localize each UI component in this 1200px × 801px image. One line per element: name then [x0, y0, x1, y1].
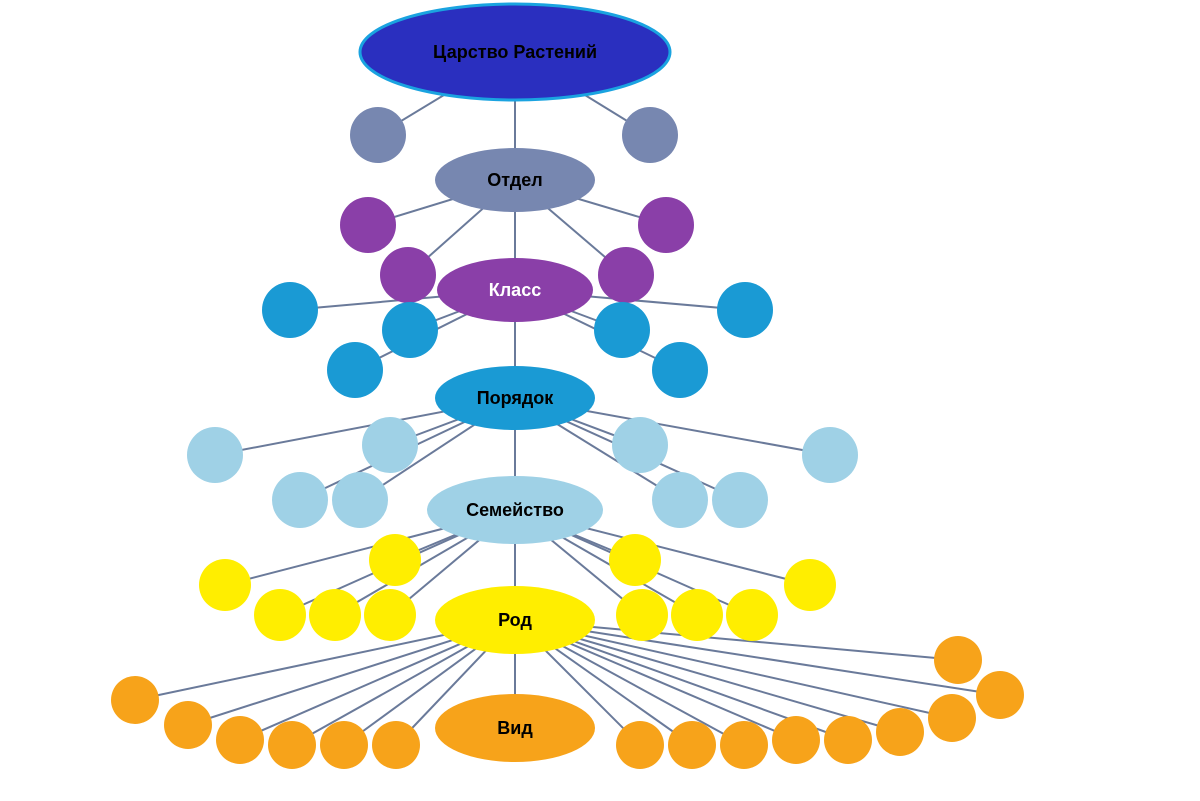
species-satellite [320, 721, 368, 769]
genus-satellite [616, 589, 668, 641]
genus-satellite [671, 589, 723, 641]
species-satellite [668, 721, 716, 769]
species-satellite [934, 636, 982, 684]
species-satellite [772, 716, 820, 764]
genus-satellite [199, 559, 251, 611]
class-satellite [380, 247, 436, 303]
genus-satellite [609, 534, 661, 586]
species-satellite [372, 721, 420, 769]
taxonomy-diagram: Царство Растений Отдел Класс Порядок Семейст… [0, 0, 1200, 801]
family-satellite [187, 427, 243, 483]
family-satellite [712, 472, 768, 528]
species-satellite [876, 708, 924, 756]
species-satellite [928, 694, 976, 742]
order-satellite [382, 302, 438, 358]
class-satellite [638, 197, 694, 253]
division-label: Отдел [487, 170, 542, 190]
order-satellite [717, 282, 773, 338]
order-label: Порядок [477, 388, 555, 408]
species-satellite [268, 721, 316, 769]
species-satellite [111, 676, 159, 724]
species-satellite [616, 721, 664, 769]
genus-satellite [254, 589, 306, 641]
class-satellite [340, 197, 396, 253]
family-satellite [272, 472, 328, 528]
genus-satellite [369, 534, 421, 586]
family-satellite [802, 427, 858, 483]
class-satellite [598, 247, 654, 303]
species-satellite [824, 716, 872, 764]
species-satellite [976, 671, 1024, 719]
genus-satellite [364, 589, 416, 641]
family-satellite [652, 472, 708, 528]
genus-label: Род [498, 610, 532, 630]
species-satellite [720, 721, 768, 769]
family-satellite [332, 472, 388, 528]
family-label: Семейство [466, 500, 564, 520]
order-satellite [262, 282, 318, 338]
kingdom-label: Царство Растений [433, 42, 597, 62]
species-satellite [216, 716, 264, 764]
genus-satellite [784, 559, 836, 611]
genus-satellite [309, 589, 361, 641]
species-label: Вид [497, 718, 533, 738]
division-satellite [622, 107, 678, 163]
order-satellite [327, 342, 383, 398]
order-satellite [594, 302, 650, 358]
division-satellite [350, 107, 406, 163]
family-satellite [612, 417, 668, 473]
class-label: Класс [489, 280, 541, 300]
species-satellite [164, 701, 212, 749]
family-satellite [362, 417, 418, 473]
genus-satellite [726, 589, 778, 641]
order-satellite [652, 342, 708, 398]
